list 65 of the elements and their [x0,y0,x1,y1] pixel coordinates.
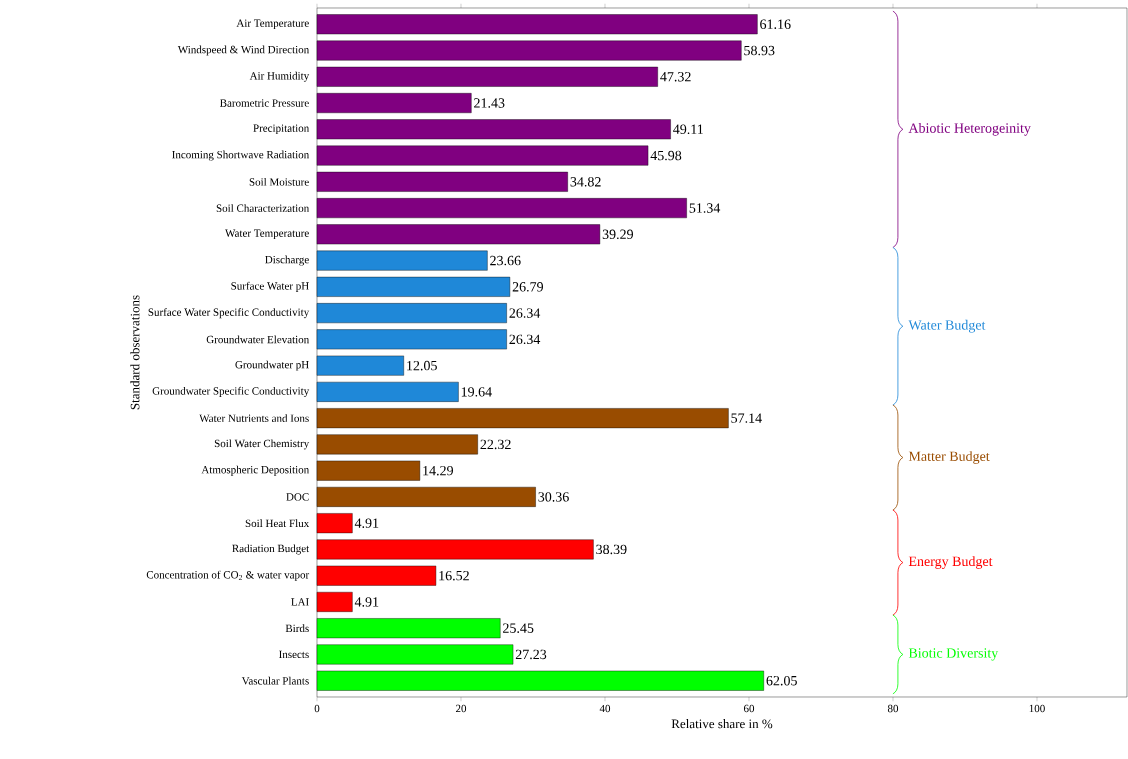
data-label: 57.14 [731,413,762,423]
data-label: 25.45 [503,623,534,633]
x-tick-label: 20 [455,704,467,713]
data-label: 34.82 [570,177,601,187]
y-tick-label: Precipitation [253,124,310,135]
data-label: 58.93 [744,45,775,56]
y-tick-label: Radiation Budget [232,544,310,555]
data-label: 45.98 [650,150,682,161]
data-label: 47.32 [660,72,691,82]
data-label: 26.34 [509,334,541,345]
data-label: 4.91 [354,597,379,607]
y-tick-label: LAI [291,598,309,606]
data-label: 16.52 [439,570,469,581]
data-label: 12.05 [407,360,437,371]
y-tick-label: Birds [285,624,309,633]
annotation: Matter Budget [908,451,990,464]
y-tick-label: Surface Water pH [231,281,309,292]
y-tick-label: Soil Characterization [216,204,310,212]
data-label: 26.79 [512,282,544,292]
y-tick-label: Groundwater Elevation [206,335,310,344]
y-tick-label: Vascular Plants [241,676,309,685]
data-label: 14.29 [423,465,454,476]
y-tick-label: Soil Moisture [249,177,309,186]
y-tick-label: Groundwater pH [235,360,309,371]
data-label: 62.05 [766,675,797,686]
y-tick-label: Soil Water Chemistry [214,439,310,450]
y-axis-title: Standard observations [130,295,140,410]
data-label: 21.43 [474,98,505,108]
y-tick-label: Concentration of CO$_{2}$ & water vapor [146,570,310,581]
annotation: Abiotic Heterogeinity [908,122,1031,136]
data-label: 22.32 [480,439,511,450]
data-label: 61.16 [760,19,791,30]
data-label: 19.64 [461,387,492,397]
data-label: 27.23 [515,649,547,660]
data-label: 39.29 [602,229,634,240]
y-tick-label: Surface Water Specific Conductivity [148,308,310,319]
x-tick-label: 100 [1029,704,1045,713]
y-tick-label: Water Temperature [225,229,309,240]
data-label: 4.91 [354,518,379,528]
x-tick-label: 0 [314,704,320,713]
y-tick-label: Air Humidity [249,71,310,82]
y-tick-label: Soil Heat Flux [245,519,310,528]
y-tick-label: Windspeed & Wind Direction [177,45,310,56]
x-tick-label: 60 [743,704,755,713]
data-label: 51.34 [689,203,721,213]
annotation: Energy Budget [908,556,993,569]
y-tick-label: Barometric Pressure [220,99,309,107]
x-tick-label: 40 [599,704,611,713]
annotation: Biotic Diversity [908,648,999,661]
y-tick-label: Atmospheric Deposition [201,465,310,476]
x-axis-title: Relative share in % [671,719,773,729]
y-tick-label: DOC [286,493,309,501]
y-tick-label: Incoming Shortwave Radiation [172,150,310,161]
y-tick-label: Insects [279,650,309,659]
annotation: Water Budget [908,319,986,333]
data-label: 38.39 [596,544,627,555]
y-tick-label: Water Nutrients and Ions [199,414,309,423]
data-label: 30.36 [538,492,569,502]
y-tick-label: Air Temperature [236,19,309,30]
x-tick-label: 80 [887,704,899,713]
data-label: 23.66 [490,255,521,266]
y-tick-label: Groundwater Specific Conductivity [152,386,310,397]
data-label: 26.34 [509,308,541,318]
data-label: 49.11 [673,124,703,135]
y-tick-label: Discharge [265,255,309,266]
